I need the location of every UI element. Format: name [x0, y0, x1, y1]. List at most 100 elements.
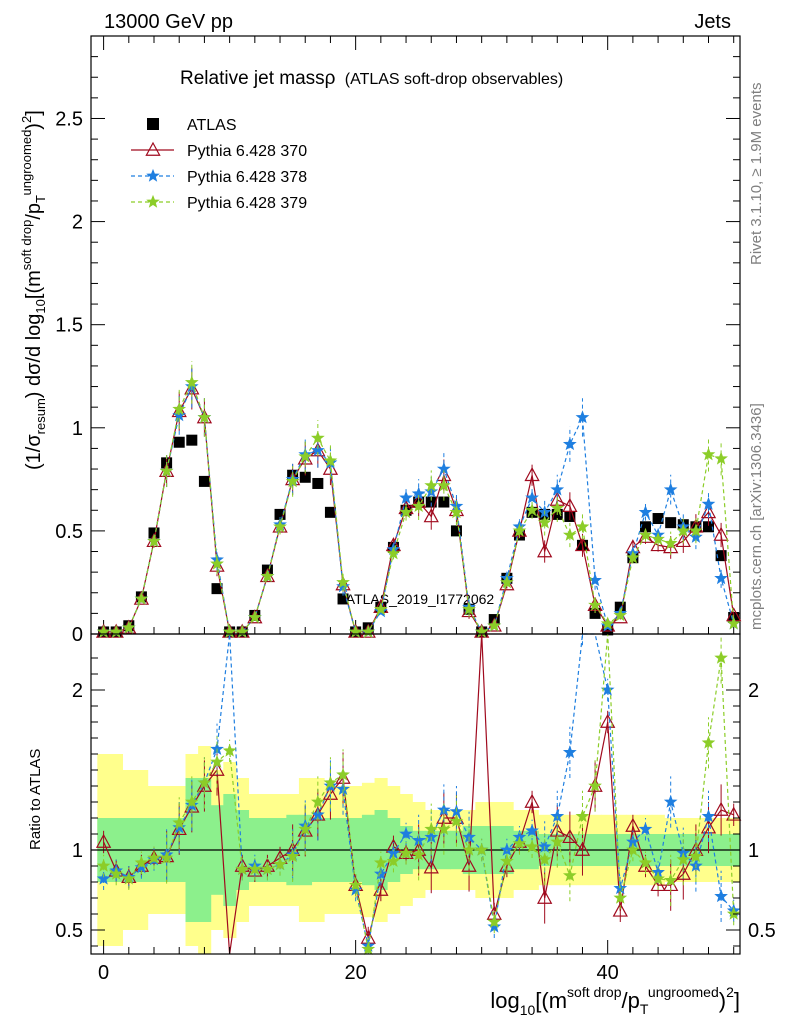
- ratio-point: [95, 833, 112, 848]
- data-point: [537, 515, 552, 529]
- chart-title: Relative jet massρ (ATLAS soft-drop obse…: [180, 68, 563, 89]
- ratio-point: [184, 794, 199, 808]
- data-point: [701, 496, 716, 510]
- atlas-data-point: [186, 434, 198, 446]
- rivet-version-label: Rivet 3.1.10, ≥ 1.9M events: [748, 83, 765, 266]
- ratio-point: [575, 809, 590, 823]
- data-point: [550, 500, 565, 515]
- data-point: [524, 466, 540, 482]
- data-point: [273, 519, 287, 533]
- ratio-point: [588, 778, 602, 792]
- data-point: [550, 482, 565, 496]
- ratio-point: [537, 852, 552, 866]
- ratio-point: [172, 815, 187, 829]
- x-axis-label: log10[(msoft drop/pTungroomed)2]: [490, 984, 740, 1018]
- main-y-tick-label: 1.5: [55, 315, 83, 337]
- ratio-point: [512, 836, 527, 850]
- ratio-point: [474, 842, 489, 856]
- ratio-point: [348, 877, 363, 891]
- data-point: [638, 527, 653, 541]
- ratio-series-pythia-6-428-379: [96, 633, 741, 955]
- ratio-y-tick-label-left: 0.5: [55, 920, 83, 942]
- ratio-point: [701, 809, 716, 823]
- atlas-data-point: [324, 506, 336, 518]
- data-point: [663, 482, 678, 496]
- main-y-axis-label: (1/σresum) dσ/d log10[(msoft drop/pTungr…: [19, 110, 48, 470]
- header-jets-label: Jets: [694, 11, 731, 33]
- ratio-frame: [90, 633, 741, 955]
- data-point: [525, 490, 539, 504]
- data-point: [562, 497, 578, 513]
- legend-marker: [146, 194, 160, 208]
- data-point: [411, 498, 426, 513]
- ratio-point: [462, 842, 476, 856]
- ratio-point: [600, 682, 615, 696]
- atlas-data-point: [198, 475, 210, 487]
- atlas-data-point: [652, 513, 664, 525]
- ratio-point: [298, 821, 313, 835]
- ratio-point: [726, 906, 741, 920]
- ratio-point: [562, 745, 577, 759]
- legend-marker-atlas: [147, 118, 159, 130]
- ratio-point: [638, 855, 653, 869]
- data-point: [399, 490, 413, 504]
- ratio-point: [701, 735, 716, 749]
- data-point: [336, 575, 350, 589]
- atlas-data-point: [702, 521, 714, 533]
- legend-label: Pythia 6.428 378: [187, 169, 307, 186]
- ratio-point: [134, 860, 149, 874]
- atlas-data-point: [438, 496, 450, 508]
- atlas-data-point: [665, 517, 677, 529]
- ratio-point: [612, 902, 628, 917]
- ratio-point: [399, 826, 413, 840]
- ratio-point: [613, 890, 628, 904]
- data-point: [575, 519, 590, 533]
- ratio-point: [96, 858, 111, 872]
- atlas-data-point: [639, 521, 651, 533]
- ratio-point: [461, 857, 477, 872]
- atlas-data-point: [211, 583, 223, 595]
- data-point: [613, 608, 628, 622]
- atlas-data-point: [312, 477, 324, 489]
- data-point: [689, 523, 703, 537]
- series-pythia-6-428-379: [96, 361, 741, 638]
- data-point: [575, 410, 590, 424]
- ratio-point: [550, 809, 565, 823]
- ratio-y-axis-label: Ratio to ATLAS: [27, 749, 44, 850]
- data-point: [562, 437, 577, 451]
- ratio-point: [663, 873, 678, 887]
- ratio-point: [449, 813, 464, 827]
- ratio-point: [487, 919, 502, 933]
- data-point: [247, 610, 262, 624]
- ratio-point: [209, 761, 225, 776]
- ratio-point: [424, 821, 439, 836]
- ratio-point: [285, 849, 300, 863]
- ratio-point: [361, 941, 376, 955]
- legend-label: Pythia 6.428 379: [187, 195, 307, 212]
- data-point: [701, 447, 716, 461]
- atlas-data-point: [425, 496, 437, 508]
- ratio-point: [159, 850, 174, 864]
- ratio-point: [499, 842, 514, 856]
- data-point: [184, 375, 199, 389]
- data-point: [323, 453, 338, 467]
- ratio-point: [273, 857, 287, 871]
- atlas-data-point: [602, 624, 614, 636]
- x-tick-label: 40: [597, 962, 619, 984]
- ratio-point: [562, 828, 578, 844]
- atlas-data-point: [589, 607, 601, 619]
- main-panel: 00.511.522.5 ATLAS_2019_I1772062 Relativ…: [19, 35, 742, 646]
- ratio-point: [525, 823, 539, 837]
- data-point: [714, 571, 728, 585]
- ratio-point: [626, 842, 640, 856]
- data-point: [675, 532, 691, 548]
- data-point: [436, 478, 451, 492]
- ratio-point: [96, 871, 111, 885]
- ratio-y-tick-label-right: 2: [748, 680, 759, 702]
- ratio-y-tick-label-right: 1: [748, 840, 759, 862]
- chart-title-main: Relative jet massρ: [180, 68, 336, 89]
- ratio-point: [436, 821, 451, 835]
- data-point: [147, 533, 161, 548]
- data-point: [626, 550, 640, 564]
- ratio-point: [574, 841, 591, 856]
